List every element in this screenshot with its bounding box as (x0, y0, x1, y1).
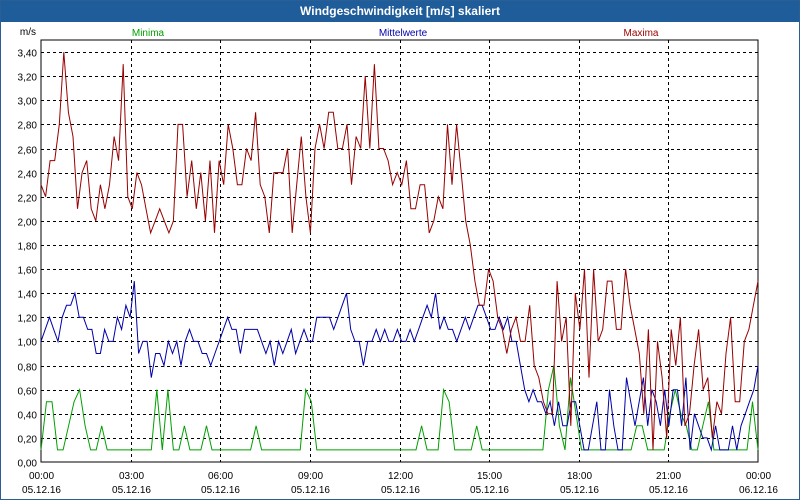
x-tick-date: 05.12.16 (381, 485, 420, 496)
y-tick-label: 1,80 (18, 242, 38, 253)
y-tick-label: 0,20 (18, 435, 38, 446)
x-tick-date: 05.12.16 (470, 485, 509, 496)
series-line-minima (40, 365, 759, 451)
y-tick-label: 2,80 (18, 121, 38, 132)
legend-entry: Minima (132, 28, 165, 39)
x-tick-time: 06:00 (208, 471, 233, 482)
x-tick-time: 18:00 (567, 471, 592, 482)
y-tick-label: 3,00 (18, 97, 38, 108)
x-tick-date: 06.12.16 (739, 485, 778, 496)
y-axis-label: m/s (20, 27, 36, 38)
legend-entry: Mittelwerte (379, 28, 428, 39)
y-tick-label: 1,20 (18, 314, 38, 325)
y-tick-label: 0,80 (18, 363, 38, 374)
x-tick-time: 12:00 (388, 471, 413, 482)
x-tick-date: 05.12.16 (649, 485, 688, 496)
wind-speed-chart: 0,00 0,20 0,40 0,60 0,80 1,00 1,20 1,40 1,60 1,80… (18, 27, 779, 496)
chart-title: Windgeschwindigkeit [m/s] skaliert (1, 1, 799, 22)
series-line-maxima (40, 52, 759, 450)
y-tick-label: 1,40 (18, 290, 38, 301)
x-tick-date: 05.12.16 (201, 485, 240, 496)
x-tick-date: 05.12.16 (560, 485, 599, 496)
y-tick-label: 0,60 (18, 387, 38, 398)
x-tick-time: 00:00 (746, 471, 771, 482)
x-tick-time: 09:00 (298, 471, 323, 482)
y-tick-label: 1,00 (18, 338, 38, 349)
x-tick-time: 15:00 (477, 471, 502, 482)
y-tick-label: 3,40 (18, 49, 38, 60)
y-tick-label: 2,60 (18, 146, 38, 157)
x-tick-time: 00:00 (29, 471, 54, 482)
series-line-mittelwerte (40, 281, 759, 452)
x-tick-date: 05.12.16 (22, 485, 61, 496)
y-tick-label: 2,00 (18, 218, 38, 229)
y-tick-label: 0,40 (18, 411, 38, 422)
y-tick-label: 2,40 (18, 170, 38, 181)
y-tick-label: 1,60 (18, 266, 38, 277)
y-tick-label: 2,20 (18, 194, 38, 205)
y-tick-label: 0,00 (18, 459, 38, 470)
y-tick-label: 3,20 (18, 73, 38, 84)
legend-entry: Maxima (623, 28, 658, 39)
plot-area (40, 39, 759, 463)
x-tick-date: 05.12.16 (112, 485, 151, 496)
x-tick-date: 05.12.16 (291, 485, 330, 496)
x-tick-time: 21:00 (656, 471, 681, 482)
x-tick-time: 03:00 (119, 471, 144, 482)
